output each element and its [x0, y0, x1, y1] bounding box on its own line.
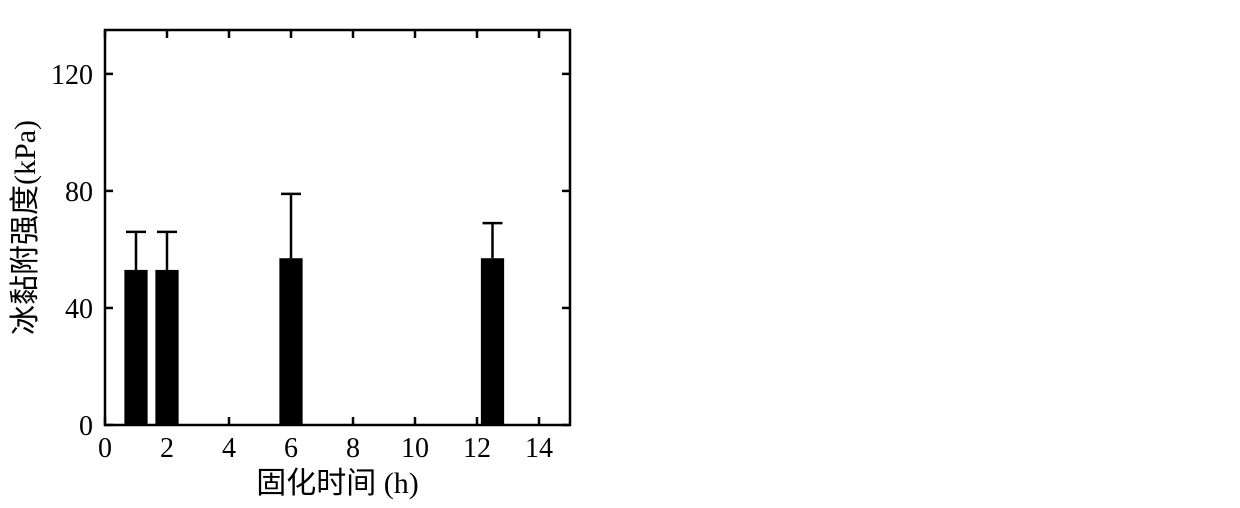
- xtick-label: 8: [346, 433, 360, 464]
- ytick-label: 80: [65, 177, 93, 208]
- bar: [481, 258, 504, 425]
- xtick-label: 2: [160, 433, 174, 464]
- bar: [155, 270, 178, 425]
- xtick-label: 0: [98, 433, 112, 464]
- x-axis-label: 固化时间 (h): [256, 467, 418, 500]
- xtick-label: 14: [525, 433, 553, 464]
- ytick-label: 40: [65, 294, 93, 325]
- xtick-label: 12: [463, 433, 491, 464]
- ytick-label: 0: [79, 411, 93, 442]
- xtick-label: 10: [401, 433, 429, 464]
- bar: [279, 258, 302, 425]
- xtick-label: 4: [222, 433, 236, 464]
- xtick-label: 6: [284, 433, 298, 464]
- panel-curing-temperature: 04080120257080150固化温度 (°C)冰黏附强度 (kPa): [620, 0, 1240, 508]
- y-axis-label: 冰黏附强度(kPa): [9, 120, 42, 335]
- bar: [124, 270, 147, 425]
- panel-curing-time: 0 40 80 120 0 2 4 6 8 10 12 14 固化时间 (h) 冰黏附强度(kPa): [0, 0, 620, 508]
- figure-container: 0 40 80 120 0 2 4 6 8 10 12 14 固化时间 (h) 冰黏附强度(kPa) 04…: [0, 0, 1240, 508]
- ytick-label: 120: [51, 60, 93, 91]
